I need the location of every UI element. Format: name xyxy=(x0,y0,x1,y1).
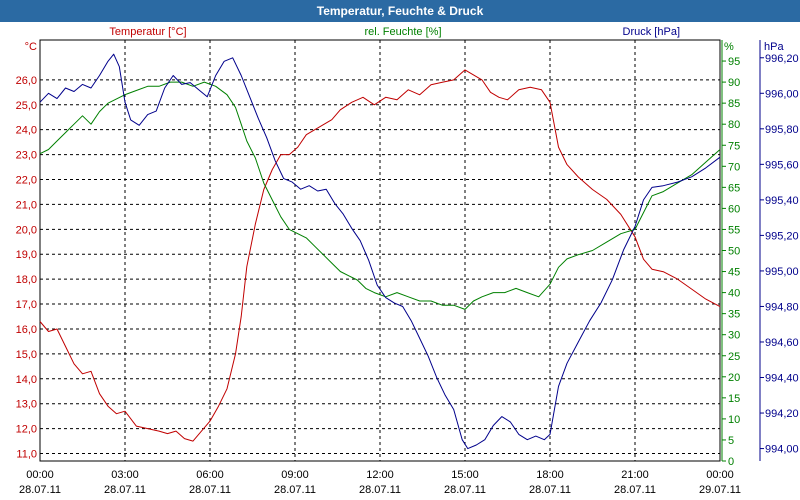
x-tick-time: 09:00 xyxy=(281,469,309,481)
humidity-tick-label: 45 xyxy=(728,267,740,279)
x-tick-date: 28.07.11 xyxy=(359,484,401,496)
humidity-tick-label: 15 xyxy=(728,393,740,405)
temperature-axis-label: Temperatur [°C] xyxy=(109,26,186,38)
humidity-tick-label: 55 xyxy=(728,224,740,236)
humidity-tick-label: 75 xyxy=(728,140,740,152)
temperature-series-line xyxy=(39,69,721,442)
temperature-tick-label: 11,0 xyxy=(16,449,37,461)
pressure-tick-label: 994,20 xyxy=(765,408,799,420)
pressure-tick-label: 996,20 xyxy=(765,53,799,65)
temperature-tick-label: 22,0 xyxy=(16,175,37,187)
temperature-tick-label: 12,0 xyxy=(16,424,37,436)
temperature-tick-label: 15,0 xyxy=(16,349,37,361)
x-tick-time: 03:00 xyxy=(111,469,139,481)
x-tick-time: 15:00 xyxy=(451,469,479,481)
humidity-tick-label: 95 xyxy=(728,56,740,68)
humidity-axis-label: rel. Feuchte [%] xyxy=(364,26,441,38)
pressure-tick-label: 994,60 xyxy=(765,337,799,349)
axes xyxy=(39,39,764,462)
series-lines xyxy=(39,53,721,450)
grid xyxy=(40,40,720,461)
humidity-tick-label: 70 xyxy=(728,161,740,173)
pressure-tick-label: 995,60 xyxy=(765,159,799,171)
temperature-tick-label: 21,0 xyxy=(16,199,37,211)
temperature-tick-label: 14,0 xyxy=(16,374,37,386)
temperature-tick-label: 25,0 xyxy=(16,100,37,112)
temperature-tick-label: 23,0 xyxy=(16,150,37,162)
x-tick-date: 28.07.11 xyxy=(189,484,231,496)
x-tick-date: 28.07.11 xyxy=(444,484,486,496)
pressure-unit: hPa xyxy=(764,41,784,53)
pressure-tick-label: 995,40 xyxy=(765,195,799,207)
temperature-tick-label: 19,0 xyxy=(16,249,37,261)
x-tick-time: 06:00 xyxy=(196,469,224,481)
humidity-unit: % xyxy=(724,41,734,53)
temperature-tick-label: 18,0 xyxy=(16,274,37,286)
x-tick-time: 00:00 xyxy=(26,469,54,481)
x-tick-date: 28.07.11 xyxy=(19,484,61,496)
pressure-tick-label: 995,20 xyxy=(765,230,799,242)
pressure-tick-label: 994,40 xyxy=(765,373,799,385)
chart-title: Temperatur, Feuchte & Druck xyxy=(0,0,800,22)
temperature-tick-label: 13,0 xyxy=(16,399,37,411)
temperature-tick-label: 26,0 xyxy=(16,75,37,87)
plot-frame xyxy=(39,39,721,462)
humidity-tick-label: 10 xyxy=(728,414,740,426)
pressure-axis-label: Druck [hPa] xyxy=(623,26,680,38)
humidity-tick-label: 5 xyxy=(728,435,734,447)
humidity-tick-label: 25 xyxy=(728,351,740,363)
x-tick-time: 18:00 xyxy=(536,469,564,481)
x-tick-time: 00:00 xyxy=(706,469,734,481)
humidity-tick-label: 80 xyxy=(728,119,740,131)
humidity-tick-label: 90 xyxy=(728,77,740,89)
pressure-tick-label: 994,00 xyxy=(765,444,799,456)
humidity-series-line xyxy=(39,81,721,310)
x-tick-date: 28.07.11 xyxy=(274,484,316,496)
humidity-tick-label: 0 xyxy=(728,456,734,468)
temperature-unit: °C xyxy=(25,41,37,53)
temperature-tick-label: 24,0 xyxy=(16,125,37,137)
x-tick-date: 28.07.11 xyxy=(529,484,571,496)
pressure-tick-label: 995,00 xyxy=(765,266,799,278)
humidity-tick-label: 60 xyxy=(728,203,740,215)
x-tick-date: 28.07.11 xyxy=(104,484,146,496)
x-tick-date: 29.07.11 xyxy=(699,484,741,496)
pressure-tick-label: 996,00 xyxy=(765,88,799,100)
temperature-tick-label: 17,0 xyxy=(16,299,37,311)
tick-labels: Temperatur [°C] rel. Feuchte [%] Druck [… xyxy=(16,26,799,496)
humidity-tick-label: 20 xyxy=(728,372,740,384)
temperature-tick-label: 20,0 xyxy=(16,224,37,236)
x-tick-date: 28.07.11 xyxy=(614,484,656,496)
humidity-tick-label: 50 xyxy=(728,246,740,258)
pressure-tick-label: 995,80 xyxy=(765,124,799,136)
humidity-tick-label: 35 xyxy=(728,309,740,321)
x-tick-time: 21:00 xyxy=(621,469,649,481)
temperature-tick-label: 16,0 xyxy=(16,324,37,336)
pressure-series-line xyxy=(39,53,721,450)
humidity-tick-label: 40 xyxy=(728,288,740,300)
humidity-tick-label: 30 xyxy=(728,330,740,342)
humidity-tick-label: 85 xyxy=(728,98,740,110)
pressure-tick-label: 994,80 xyxy=(765,301,799,313)
humidity-tick-label: 65 xyxy=(728,182,740,194)
x-tick-time: 12:00 xyxy=(366,469,394,481)
